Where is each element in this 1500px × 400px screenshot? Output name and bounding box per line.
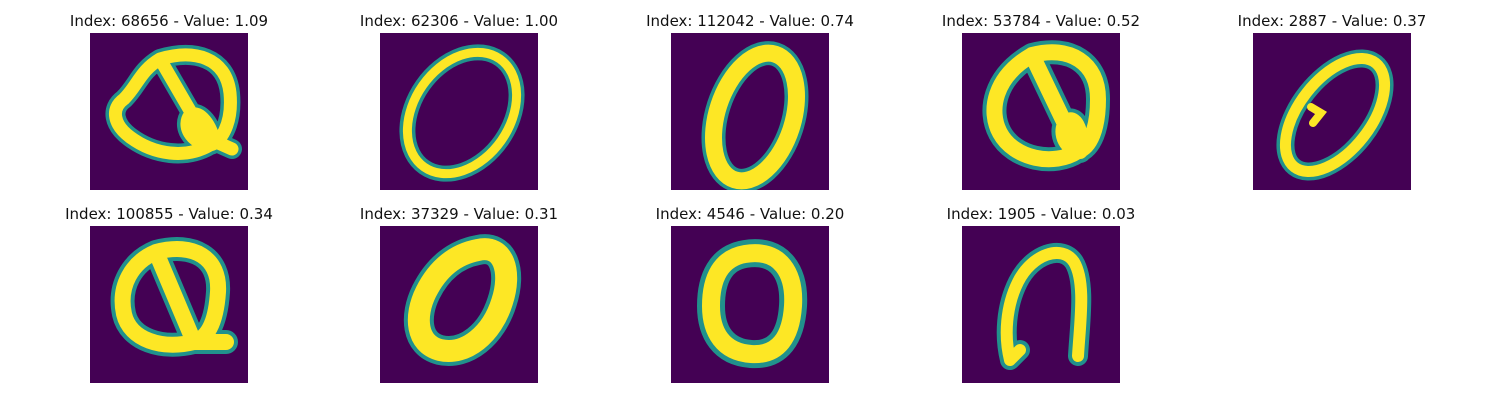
digit-image <box>671 226 829 383</box>
panel-8: Index: 4546 - Value: 0.20 <box>650 205 850 385</box>
panel-7: Index: 37329 - Value: 0.31 <box>359 205 559 385</box>
digit-image <box>671 33 829 190</box>
panel-title: Index: 4546 - Value: 0.20 <box>655 205 845 223</box>
panel-2: Index: 62306 - Value: 1.00 <box>359 12 559 192</box>
digit-arch-shape <box>996 243 1092 370</box>
panel-title: Index: 2887 - Value: 0.37 <box>1237 12 1427 30</box>
panel-5: Index: 2887 - Value: 0.37 <box>1232 12 1432 192</box>
digit-oval-slanted <box>1276 49 1394 181</box>
digit-q-shape-3 <box>110 237 238 357</box>
panel-title: Index: 68656 - Value: 1.09 <box>69 12 269 30</box>
panel-3: Index: 112042 - Value: 0.74 <box>646 12 854 192</box>
panel-title: Index: 112042 - Value: 0.74 <box>646 12 854 30</box>
digit-image <box>90 226 248 383</box>
digit-oval-upright <box>701 41 809 190</box>
digit-oval-tilted <box>399 44 525 182</box>
digit-q-shape-2 <box>982 40 1110 172</box>
panel-6: Index: 100855 - Value: 0.34 <box>65 205 273 385</box>
digit-oval-thick <box>403 234 522 366</box>
panel-title: Index: 100855 - Value: 0.34 <box>65 205 273 223</box>
panel-9: Index: 1905 - Value: 0.03 <box>941 205 1141 385</box>
panel-1: Index: 68656 - Value: 1.09 <box>69 12 269 192</box>
panel-title: Index: 53784 - Value: 0.52 <box>941 12 1141 30</box>
digit-image <box>962 33 1120 190</box>
digit-image <box>1253 33 1411 190</box>
digit-image <box>380 226 538 383</box>
digit-image <box>380 33 538 190</box>
panel-title: Index: 37329 - Value: 0.31 <box>359 205 559 223</box>
digit-q-shape-1 <box>105 45 242 164</box>
panel-4: Index: 53784 - Value: 0.52 <box>941 12 1141 192</box>
digit-image <box>962 226 1120 383</box>
digit-oval-round <box>696 239 808 369</box>
panel-title: Index: 1905 - Value: 0.03 <box>946 205 1136 223</box>
digit-image <box>90 33 248 190</box>
panel-title: Index: 62306 - Value: 1.00 <box>359 12 559 30</box>
